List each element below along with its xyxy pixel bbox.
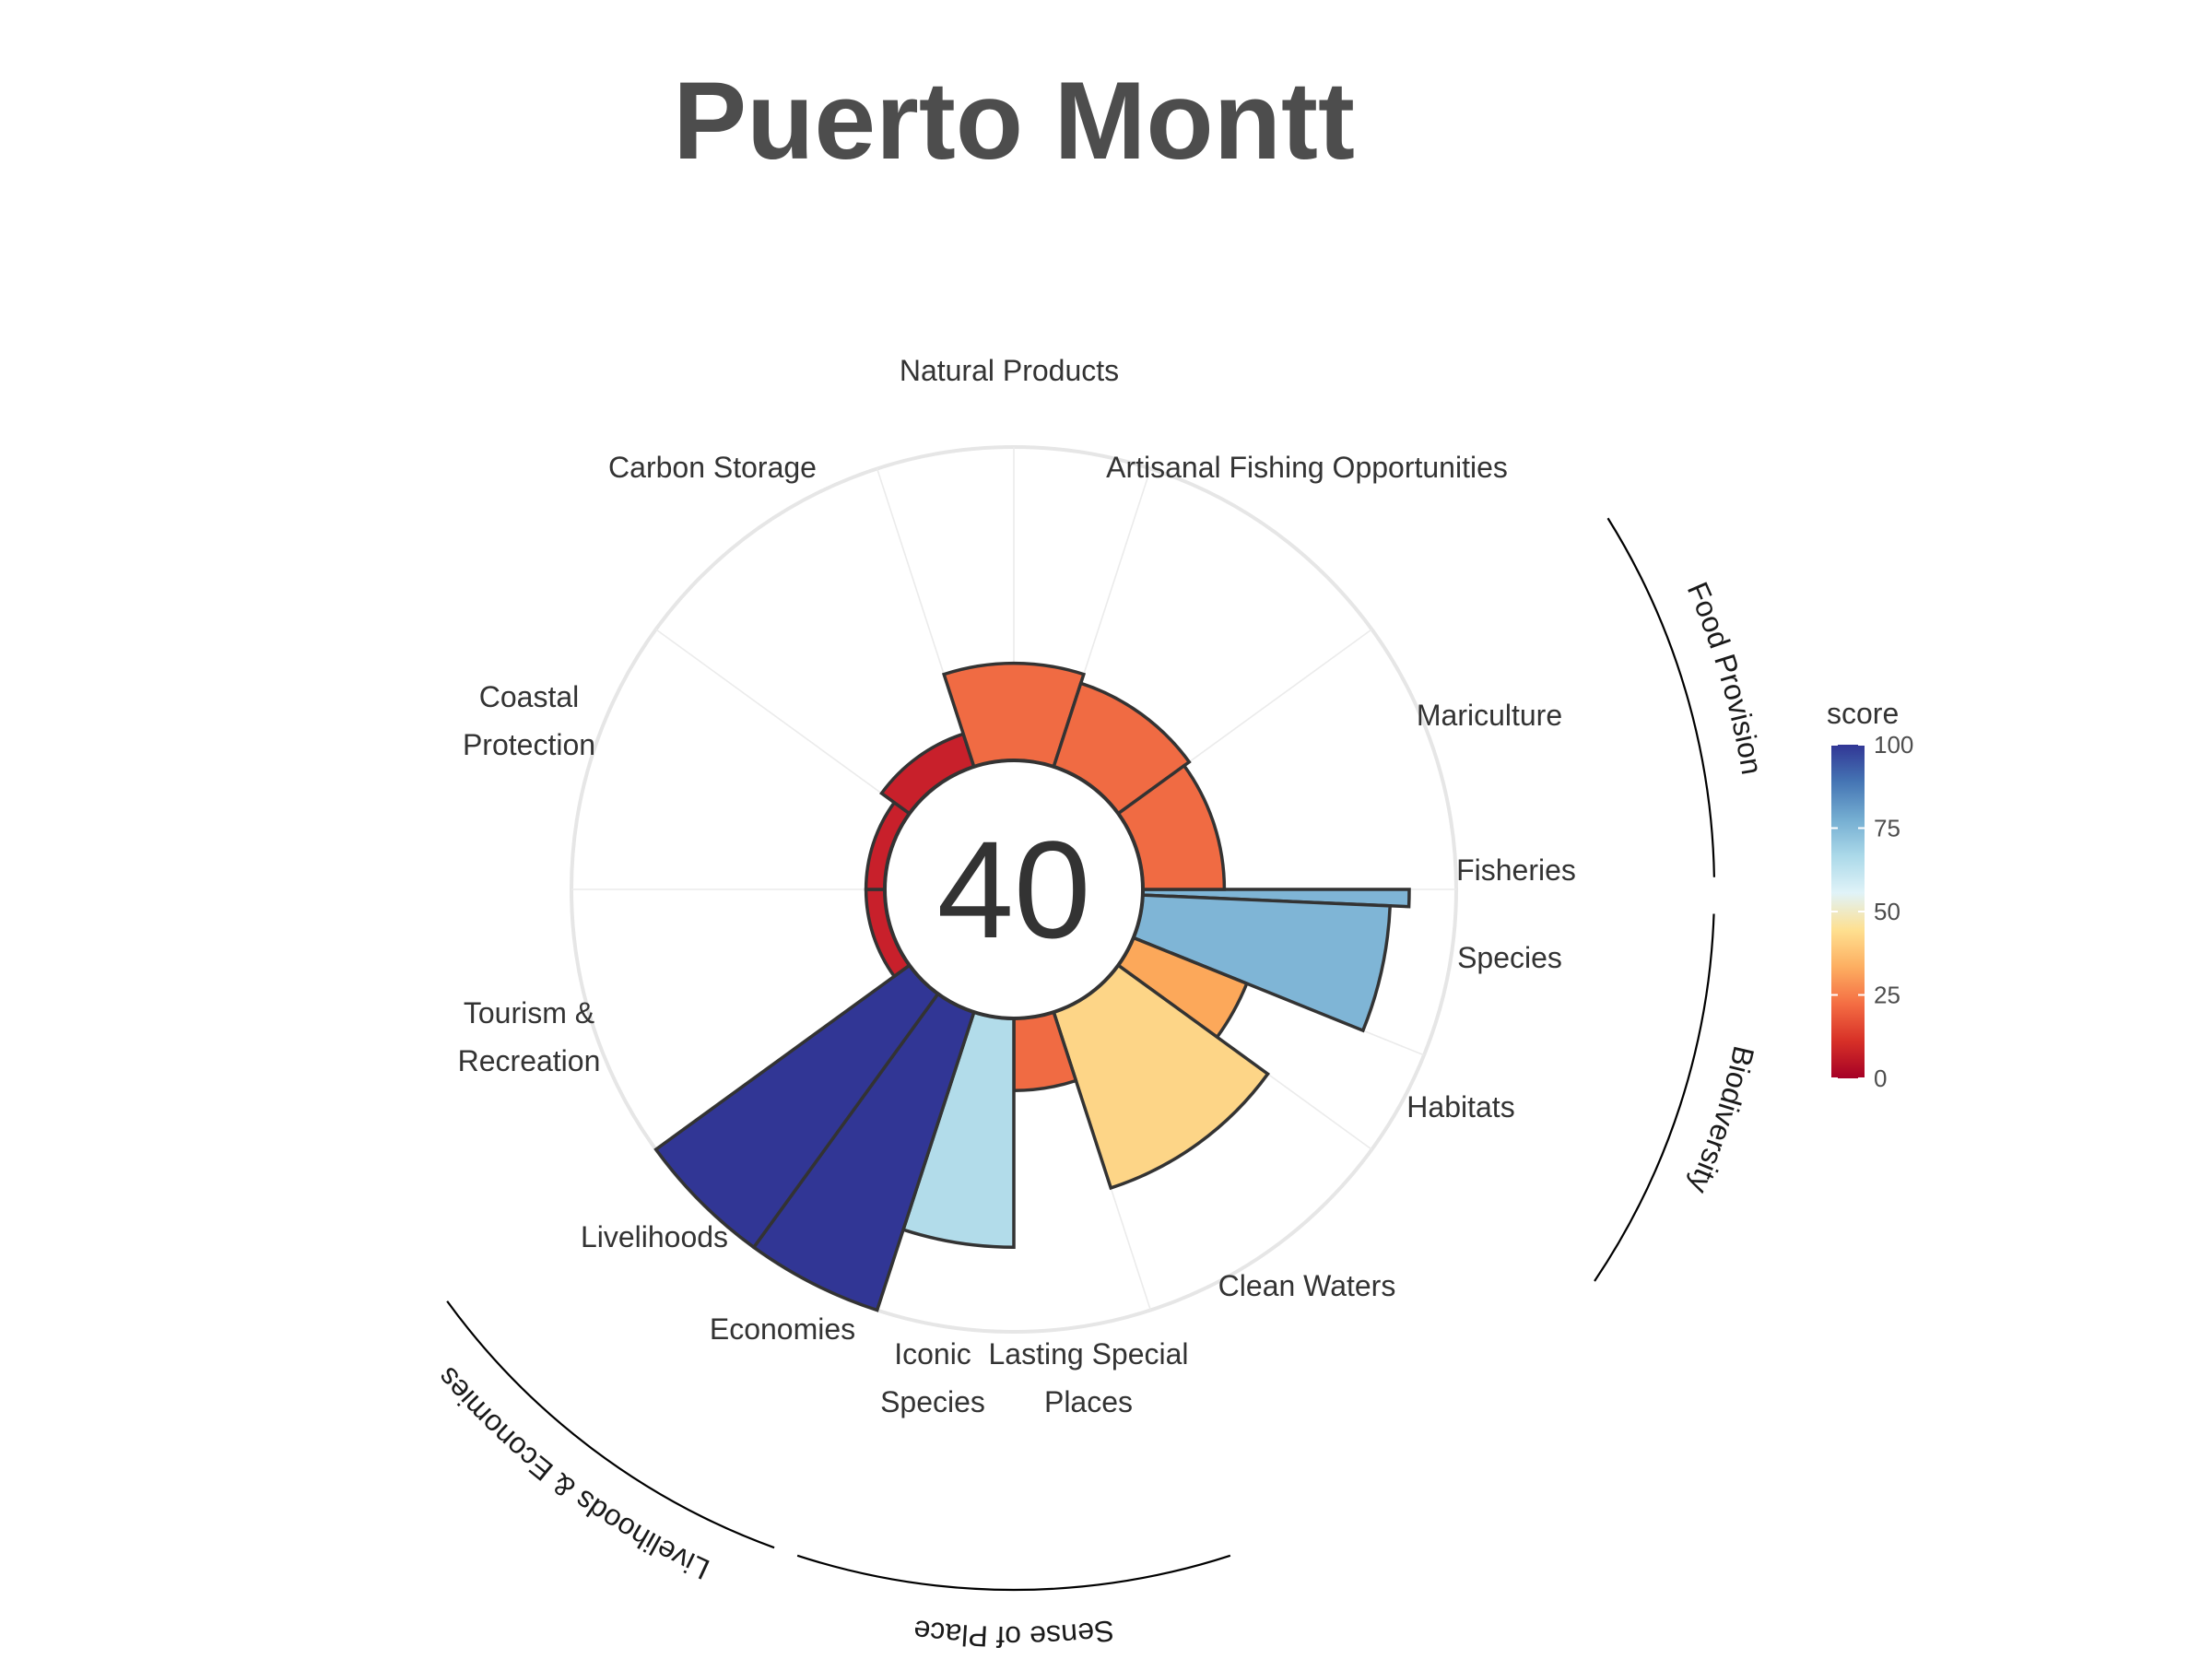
center-circle — [883, 759, 1145, 1020]
goal-label: Artisanal Fishing Opportunities — [1106, 451, 1508, 484]
goal-label: Coastal Protection — [463, 680, 595, 761]
chart-title: Puerto Montt — [673, 59, 1355, 182]
legend-tick-label: 75 — [1874, 815, 1900, 842]
goal-label: Fisheries — [1456, 853, 1576, 887]
group-label: Sense of Place — [912, 1614, 1116, 1653]
group-label: Food Provision — [1681, 577, 1769, 777]
goal-label: Tourism & Recreation — [458, 996, 601, 1077]
group-arc — [1594, 913, 1715, 1282]
group-arc — [1606, 517, 1715, 877]
group-arc — [446, 1300, 775, 1549]
goal-label: Clean Waters — [1218, 1269, 1396, 1302]
goal-label: Livelihoods — [581, 1220, 728, 1253]
goal-label: Carbon Storage — [608, 451, 817, 484]
legend-tick-label: 0 — [1874, 1065, 1887, 1092]
legend-title: score — [1827, 697, 1899, 730]
goal-label: Lasting Special Places — [988, 1337, 1188, 1418]
goal-label: Natural Products — [900, 354, 1119, 387]
group-label: Biodiversity — [1682, 1043, 1760, 1198]
color-legend: score 0 25 50 75 100 — [1827, 697, 1913, 1092]
group-label: Livelihoods & Economies — [430, 1361, 714, 1586]
legend-tick-label: 100 — [1874, 731, 1913, 759]
bars-layer — [653, 661, 1411, 1312]
legend-tick-label: 50 — [1874, 898, 1900, 925]
group-arc — [796, 1554, 1231, 1592]
legend-tick-label: 25 — [1874, 982, 1900, 1009]
goal-labels: Natural Products Carbon Storage Artisanal … — [458, 354, 1576, 1418]
goal-label: Mariculture — [1417, 699, 1562, 732]
goal-label: Species — [1457, 941, 1562, 974]
center-score: 40 — [937, 812, 1091, 967]
grid-spoke — [655, 629, 911, 815]
goal-label: Economies — [710, 1312, 855, 1346]
goal-label: Habitats — [1406, 1090, 1514, 1124]
goal-label: Iconic Species — [880, 1337, 985, 1418]
